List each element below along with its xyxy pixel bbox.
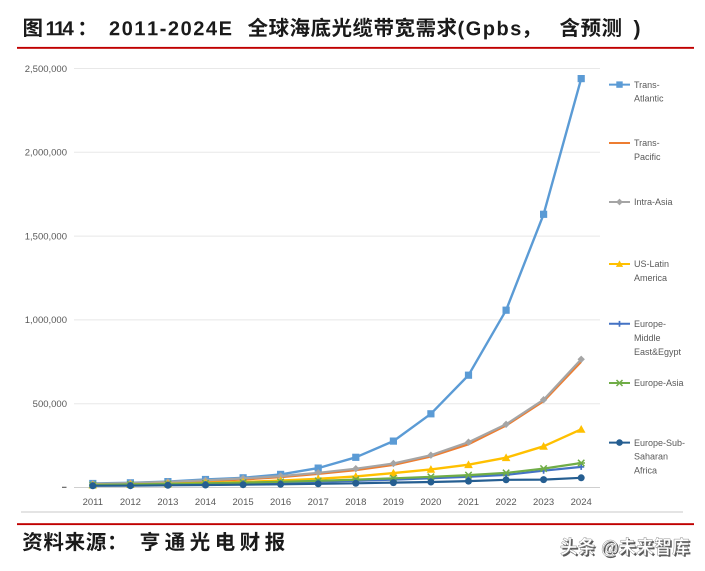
svg-text:2,000,000: 2,000,000 (25, 148, 67, 159)
svg-text:Europe-Sub-: Europe-Sub- (634, 438, 685, 448)
svg-text:Europe-: Europe- (634, 319, 666, 329)
svg-text:2,500,000: 2,500,000 (25, 64, 67, 75)
svg-text:Middle: Middle (634, 333, 661, 343)
svg-text:Trans-: Trans- (634, 138, 660, 148)
svg-text:2015: 2015 (233, 497, 254, 508)
svg-text:2018: 2018 (345, 497, 366, 508)
svg-text:East&Egypt: East&Egypt (634, 347, 682, 357)
svg-text:2011: 2011 (83, 497, 103, 508)
svg-text:Europe-Asia: Europe-Asia (634, 378, 684, 388)
svg-text:2017: 2017 (308, 497, 329, 508)
svg-text:2013: 2013 (157, 497, 178, 508)
svg-text:2022: 2022 (496, 497, 517, 508)
svg-text:2023: 2023 (533, 497, 554, 508)
svg-text:Trans-: Trans- (634, 80, 660, 90)
svg-text:500,000: 500,000 (33, 399, 67, 410)
svg-text:1,500,000: 1,500,000 (25, 231, 67, 242)
svg-text:2024: 2024 (571, 497, 592, 508)
svg-text:1,000,000: 1,000,000 (25, 315, 67, 326)
svg-text:Atlantic: Atlantic (634, 94, 664, 104)
svg-text:Pacific: Pacific (634, 152, 661, 162)
svg-text:2012: 2012 (120, 497, 141, 508)
svg-text:2016: 2016 (270, 497, 291, 508)
svg-text:Africa: Africa (634, 466, 657, 476)
svg-text:Intra-Asia: Intra-Asia (634, 197, 673, 207)
svg-text:2019: 2019 (383, 497, 404, 508)
svg-text:America: America (634, 273, 667, 283)
svg-text:2020: 2020 (420, 497, 441, 508)
svg-text:Saharan: Saharan (634, 452, 668, 462)
svg-text:2021: 2021 (458, 497, 479, 508)
svg-text:2014: 2014 (195, 497, 216, 508)
svg-text:US-Latin: US-Latin (634, 259, 669, 269)
